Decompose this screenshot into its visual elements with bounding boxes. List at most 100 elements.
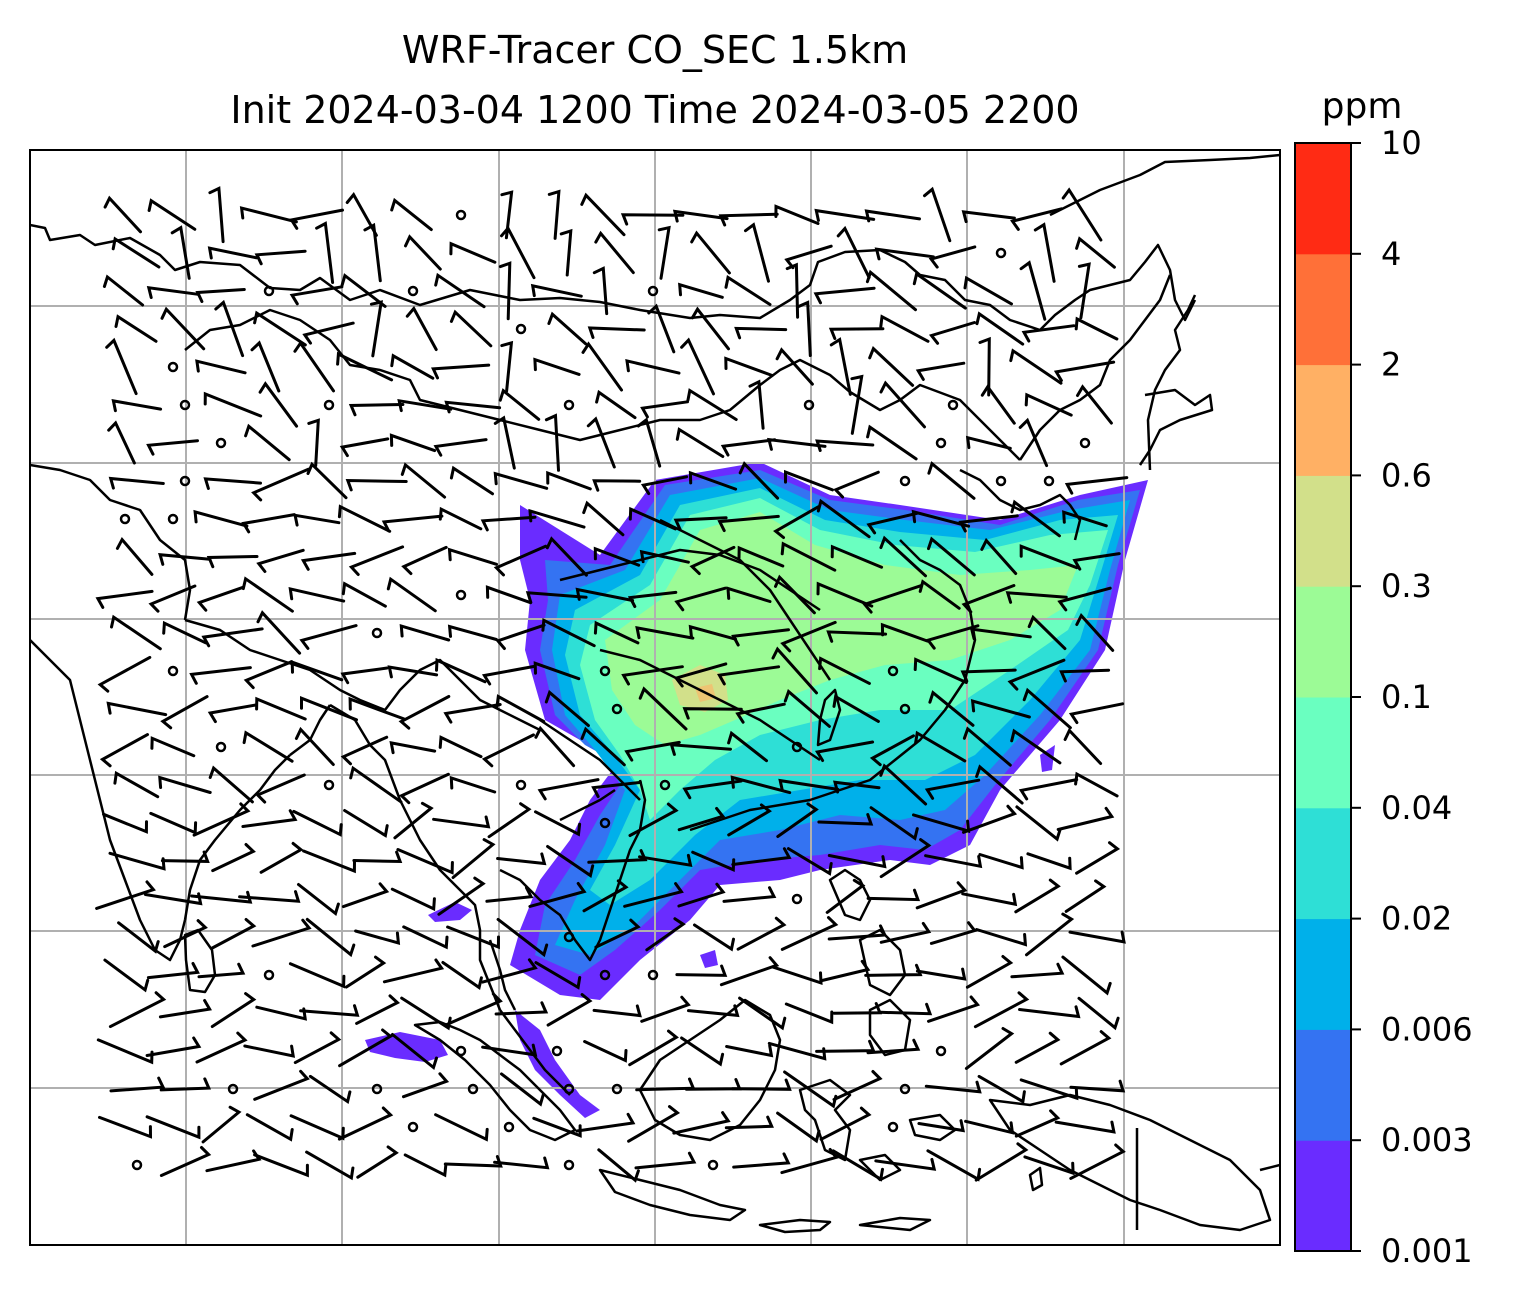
wind-barb xyxy=(624,740,681,762)
wind-barb xyxy=(435,657,487,684)
calm-marker xyxy=(791,741,803,753)
wind-barb xyxy=(485,585,533,605)
wind-barb xyxy=(917,1119,966,1133)
wind-barb xyxy=(106,701,168,717)
wind-barb xyxy=(929,921,978,945)
wind-barb xyxy=(96,1038,154,1065)
wind-barb xyxy=(580,726,626,767)
wind-barb xyxy=(190,890,253,904)
wind-barb xyxy=(727,803,772,837)
wind-barb xyxy=(686,388,738,421)
wind-barb xyxy=(170,225,191,280)
wind-barb xyxy=(924,1080,982,1094)
wind-barb xyxy=(150,736,196,758)
wind-barb xyxy=(1064,476,1129,495)
wind-barb xyxy=(355,994,401,1025)
wind-barb xyxy=(245,1113,294,1142)
wind-barb xyxy=(405,305,438,351)
calm-marker xyxy=(563,931,575,943)
calm-marker xyxy=(455,209,467,221)
wind-barb xyxy=(672,209,729,223)
wind-barb xyxy=(402,1072,450,1099)
wind-barb xyxy=(974,1142,1029,1182)
wind-barb xyxy=(250,340,281,393)
calm-marker xyxy=(179,399,191,411)
calm-marker xyxy=(1043,475,1055,487)
wind-barb xyxy=(815,1039,876,1053)
wind-barb xyxy=(1033,222,1056,283)
wind-barb xyxy=(115,536,154,576)
wind-barb xyxy=(736,916,787,951)
wind-barb xyxy=(817,813,874,826)
wind-barb xyxy=(300,695,358,722)
wind-barb xyxy=(814,208,876,222)
wind-barb xyxy=(162,620,208,645)
wind-barb xyxy=(1018,778,1079,801)
wind-barb xyxy=(1010,207,1063,231)
wind-barb xyxy=(690,306,730,351)
wind-barb xyxy=(638,853,693,868)
calm-marker xyxy=(563,1083,575,1095)
wind-barb xyxy=(628,506,677,531)
wind-barb xyxy=(293,1031,342,1065)
wind-barb xyxy=(110,614,162,651)
wind-barb xyxy=(774,204,820,225)
wind-barb xyxy=(148,584,197,613)
wind-barb xyxy=(914,730,967,763)
wind-barb xyxy=(500,340,514,393)
calm-marker xyxy=(515,779,527,791)
wind-barb xyxy=(315,221,335,284)
wind-barb xyxy=(533,357,581,376)
wind-barb xyxy=(592,479,642,492)
wind-barb xyxy=(625,358,681,375)
wind-barb xyxy=(149,811,198,835)
wind-barb xyxy=(390,353,435,380)
wind-barb xyxy=(160,695,209,730)
calm-marker xyxy=(803,399,815,411)
wind-barb xyxy=(581,341,623,392)
wind-barb xyxy=(389,433,437,453)
wind-barb xyxy=(147,198,197,231)
wind-barb xyxy=(532,1116,582,1138)
wind-barb xyxy=(559,228,573,277)
wind-barb xyxy=(146,439,199,456)
wind-barb xyxy=(114,314,158,343)
wind-barb xyxy=(928,245,977,269)
wind-barb xyxy=(784,1002,834,1025)
wind-barb xyxy=(628,802,679,837)
wind-barb xyxy=(978,336,991,397)
calm-marker xyxy=(599,969,611,981)
wind-barb xyxy=(776,1111,821,1144)
wind-barb xyxy=(255,696,307,721)
wind-barb xyxy=(775,347,814,386)
wind-barb xyxy=(434,272,486,309)
calm-marker xyxy=(599,817,611,829)
wind-barb xyxy=(145,1036,202,1057)
wind-barb xyxy=(352,850,403,864)
wind-barb xyxy=(160,850,210,863)
wind-barb xyxy=(500,1072,545,1107)
wind-barb xyxy=(205,1149,262,1173)
wind-barb xyxy=(690,230,731,275)
wind-barb xyxy=(678,282,724,299)
map-title-line1: WRF-Tracer CO_SEC 1.5km xyxy=(401,28,909,72)
wind-barb xyxy=(544,689,590,727)
wind-barb xyxy=(481,958,538,984)
wind-barb xyxy=(485,886,534,903)
wind-barb xyxy=(874,1157,937,1171)
wind-barb xyxy=(1023,1155,1075,1176)
calm-marker xyxy=(611,1083,623,1095)
wind-barb xyxy=(640,400,689,419)
wind-barb xyxy=(400,462,447,499)
wind-barb xyxy=(732,1152,791,1169)
colorbar-tick-label: 2 xyxy=(1381,346,1401,384)
wind-barb xyxy=(975,311,1025,346)
wind-barb xyxy=(480,515,537,532)
wind-barb xyxy=(592,1004,642,1018)
map-title-line2: Init 2024-03-04 1200 Time 2024-03-05 220… xyxy=(230,88,1080,132)
wind-barb xyxy=(449,309,493,348)
colorbar-segment xyxy=(1295,364,1351,476)
wind-barb xyxy=(778,778,840,792)
wind-barb xyxy=(830,544,884,569)
wind-barb xyxy=(363,222,382,283)
